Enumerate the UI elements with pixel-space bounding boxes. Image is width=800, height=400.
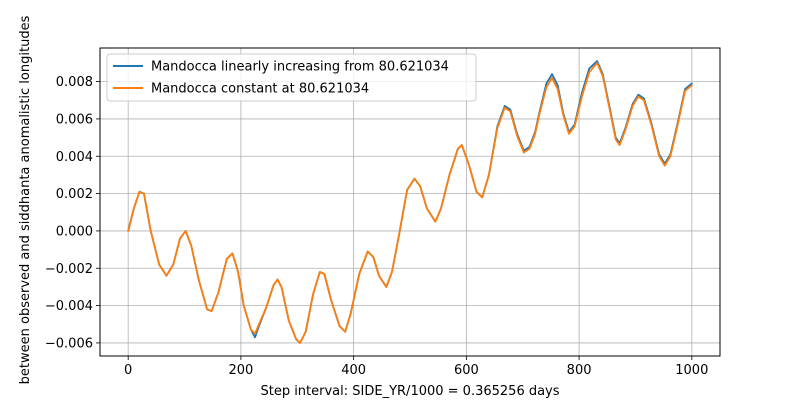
y-tick-label: −0.006 — [45, 336, 93, 351]
legend-box — [106, 53, 477, 102]
x-axis-ticks: 0 200 400 600 800 1000 — [124, 356, 708, 378]
x-tick-label: 600 — [454, 363, 479, 378]
y-axis-label: between observed and siddhanta anomalist… — [18, 15, 33, 384]
y-tick-label: −0.004 — [45, 299, 93, 314]
plot-frame — [99, 47, 721, 357]
x-axis-label: Step interval: SIDE_YR/1000 = 0.365256 d… — [260, 384, 559, 399]
x-tick-label: 400 — [341, 363, 366, 378]
y-tick-label: −0.002 — [45, 262, 93, 277]
y-tick-label: 0.004 — [56, 150, 93, 165]
x-tick-label: 0 — [124, 363, 132, 378]
y-axis-ticks: −0.006 −0.004 −0.002 0.000 0.002 0.004 0.006 0.… — [45, 75, 100, 351]
x-tick-label: 800 — [567, 363, 592, 378]
series-line-constant — [127, 62, 693, 344]
y-tick-label: 0.002 — [56, 187, 93, 202]
x-tick-label: 1000 — [675, 363, 708, 378]
legend: Mandocca linearly increasing from 80.621… — [106, 53, 477, 102]
series-group — [127, 60, 693, 344]
x-tick-label: 200 — [228, 363, 253, 378]
y-tick-label: 0.000 — [56, 224, 93, 239]
y-tick-label: 0.006 — [56, 112, 93, 127]
legend-label-constant: Mandocca constant at 80.621034 — [151, 82, 369, 97]
y-tick-label: 0.008 — [56, 75, 93, 90]
legend-label-linear: Mandocca linearly increasing from 80.621… — [151, 60, 449, 75]
